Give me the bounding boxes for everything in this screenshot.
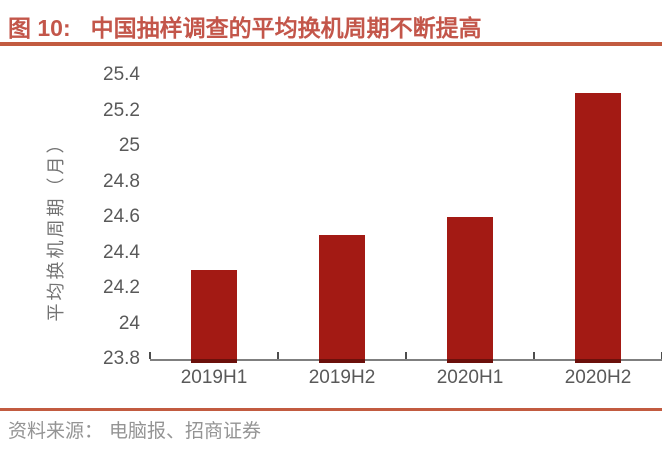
y-tick-label: 24.6 bbox=[103, 206, 140, 227]
figure-title: 图 10: 中国抽样调查的平均换机周期不断提高 bbox=[8, 9, 482, 43]
y-tick-label: 25.2 bbox=[103, 99, 140, 121]
plot-area bbox=[149, 75, 662, 363]
y-tick-label: 24 bbox=[118, 312, 140, 334]
x-axis-tick bbox=[533, 352, 535, 359]
x-axis-labels: 2019H1 2019H2 2020H1 2020H2 bbox=[150, 367, 662, 393]
bar-2019H1 bbox=[191, 270, 237, 363]
footer-rule bbox=[0, 408, 662, 411]
x-tick-label: 2019H1 bbox=[180, 367, 248, 388]
figure-title-text: 中国抽样调查的平均换机周期不断提高 bbox=[90, 15, 482, 41]
y-tick-label: 25 bbox=[118, 135, 140, 156]
x-tick-label: 2020H1 bbox=[436, 367, 504, 388]
y-axis-title: 平均换机周期（月） bbox=[46, 132, 66, 322]
bar-2019H2 bbox=[319, 234, 365, 363]
x-tick-label: 2019H2 bbox=[308, 367, 376, 388]
source-label: 资料来源： bbox=[8, 421, 104, 442]
source-text: 电脑报、招商证券 bbox=[109, 421, 262, 442]
x-axis-tick bbox=[405, 352, 407, 359]
y-axis-labels: 25.4 25.2 25 24.8 24.6 24.4 24.2 24 23.8 bbox=[80, 64, 140, 369]
y-tick-label: 23.8 bbox=[103, 348, 140, 369]
y-tick-label: 24.8 bbox=[103, 170, 140, 192]
y-tick-label: 24.2 bbox=[103, 277, 140, 298]
x-axis-tick bbox=[149, 352, 151, 359]
x-tick-label: 2020H2 bbox=[564, 367, 632, 388]
bar-2020H2 bbox=[575, 92, 621, 363]
title-underline-rule bbox=[0, 42, 662, 46]
x-axis-tick bbox=[277, 352, 279, 359]
y-tick-label: 24.4 bbox=[103, 241, 140, 263]
bar-2020H1 bbox=[447, 217, 493, 363]
y-tick-label: 25.4 bbox=[103, 64, 140, 85]
source-note: 资料来源： 电脑报、招商证券 bbox=[8, 416, 261, 443]
figure-number: 图 10: bbox=[8, 15, 71, 41]
